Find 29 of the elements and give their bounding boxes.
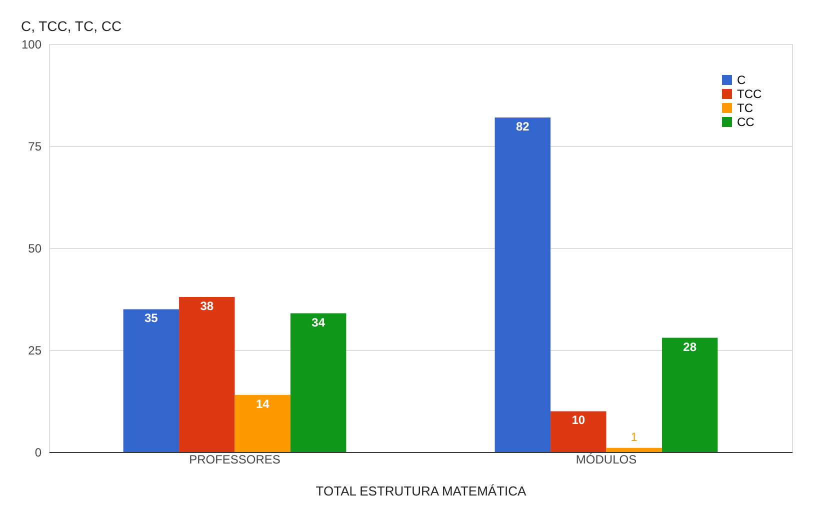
legend-label: C: [737, 73, 746, 87]
bar: [550, 411, 606, 452]
bar: [494, 117, 551, 452]
data-label: 35: [144, 311, 158, 326]
data-label: 38: [200, 298, 214, 313]
x-axis-title: TOTAL ESTRUTURA MATEMÁTICA: [316, 484, 527, 498]
bar: [662, 338, 718, 452]
data-label: 14: [256, 396, 270, 411]
y-tick-label: 100: [21, 38, 42, 52]
data-label: 82: [516, 119, 530, 134]
bar: [123, 309, 180, 452]
data-label: 1: [630, 430, 638, 444]
x-tick-label: PROFESSORES: [189, 452, 280, 466]
legend-label: TC: [737, 101, 754, 115]
bar: [290, 313, 346, 452]
legend-label: TCC: [737, 87, 762, 101]
chart-title: C, TCC, TC, CC: [20, 18, 122, 34]
bar: [179, 296, 235, 452]
x-tick-label: MÓDULOS: [576, 452, 637, 466]
data-label: 34: [312, 315, 326, 330]
y-tick-label: 0: [34, 446, 42, 460]
data-label: 28: [683, 340, 697, 354]
data-label: 10: [572, 413, 586, 428]
bar: [606, 448, 662, 452]
y-tick-label: 50: [28, 242, 42, 256]
y-tick-label: 25: [28, 344, 42, 358]
legend-label: CC: [737, 115, 755, 129]
bar: [234, 394, 290, 452]
y-tick-label: 75: [28, 140, 42, 154]
